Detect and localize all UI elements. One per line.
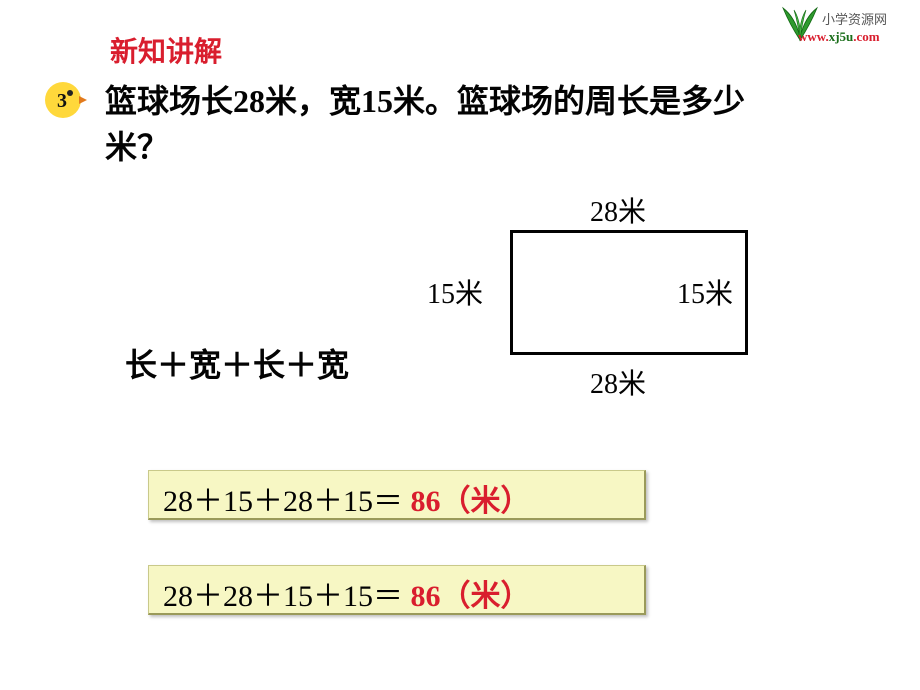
section-title: 新知讲解 xyxy=(110,30,222,70)
problem-statement: 篮球场长28米，宽15米。篮球场的周长是多少米？ xyxy=(105,78,805,171)
dimension-bottom: 28米 xyxy=(590,362,646,402)
equation-1-lhs: 28＋15＋28＋15＝ xyxy=(163,485,403,518)
rectangle-diagram: 28米 15米 15米 28米 xyxy=(470,210,760,410)
equation-2-lhs: 28＋28＋15＋15＝ xyxy=(163,580,403,613)
example-number-badge: 3 xyxy=(45,82,95,132)
equation-1-rhs: 86（米） xyxy=(411,485,531,518)
example-number: 3 xyxy=(57,90,67,113)
equation-2: 28＋28＋15＋15＝ 86（米） xyxy=(148,565,646,615)
logo-url: www.xj5u.com xyxy=(798,29,880,45)
logo-tld: .com xyxy=(853,29,879,44)
dimension-top: 28米 xyxy=(590,190,646,230)
logo-www: www. xyxy=(798,29,829,44)
site-logo: 小学资源网 www.xj5u.com xyxy=(780,5,910,50)
equation-2-rhs: 86（米） xyxy=(411,580,531,613)
equation-1: 28＋15＋28＋15＝ 86（米） xyxy=(148,470,646,520)
dimension-right: 15米 xyxy=(675,272,735,312)
logo-text: 小学资源网 xyxy=(822,9,887,28)
perimeter-formula: 长＋宽＋长＋宽 xyxy=(125,340,349,386)
dimension-left: 15米 xyxy=(427,272,483,312)
logo-domain: xj5u xyxy=(829,29,854,44)
